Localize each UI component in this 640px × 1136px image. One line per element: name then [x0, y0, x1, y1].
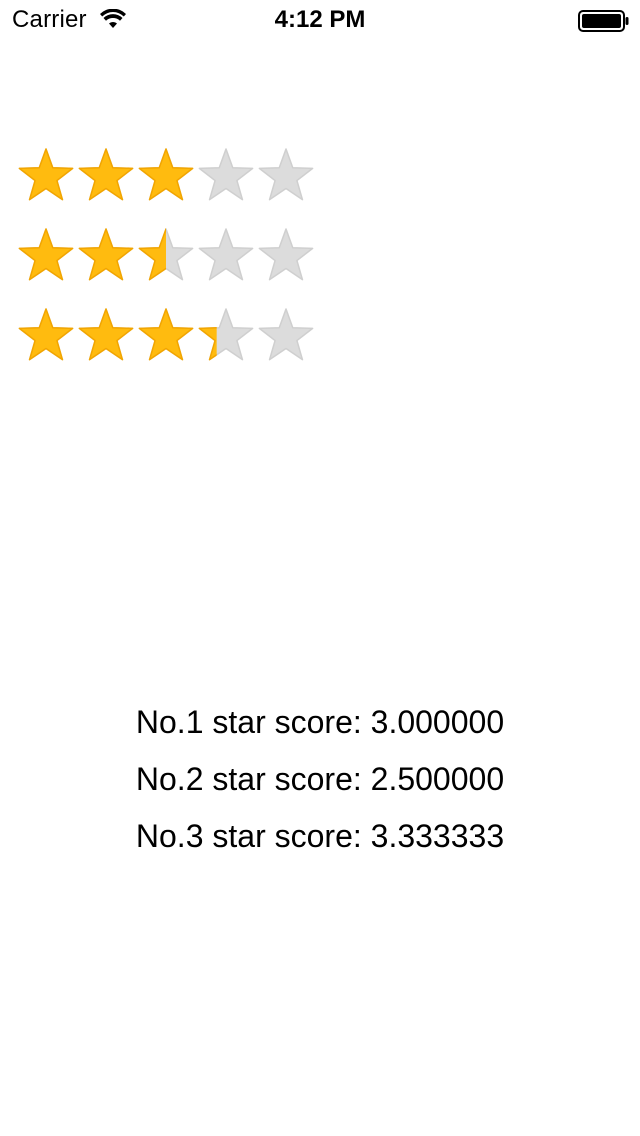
score-labels: No.1 star score: 3.000000 No.2 star scor… [0, 694, 640, 865]
star-icon [136, 226, 196, 284]
star-icon [196, 146, 256, 204]
star-icon [136, 146, 196, 204]
star-icon [256, 306, 316, 364]
star-icon [16, 226, 76, 284]
star-icon [76, 306, 136, 364]
score-label-1: No.1 star score: 3.000000 [135, 704, 505, 740]
star-icon [136, 306, 196, 364]
score-label-3: No.3 star score: 3.333333 [135, 818, 505, 854]
star-ratings [16, 146, 336, 386]
star-icon [16, 146, 76, 204]
star-rating-row-2[interactable] [16, 226, 336, 284]
score-label-2: No.2 star score: 2.500000 [135, 761, 505, 797]
star-icon [196, 226, 256, 284]
star-icon [16, 306, 76, 364]
status-bar: Carrier 4:12 PM [0, 0, 640, 40]
star-icon [196, 306, 256, 364]
star-rating-row-3[interactable] [16, 306, 336, 364]
carrier-label: Carrier [12, 6, 87, 33]
star-icon [256, 226, 316, 284]
star-rating-row-1[interactable] [16, 146, 336, 204]
star-icon [76, 226, 136, 284]
star-icon [76, 146, 136, 204]
wifi-icon [100, 8, 126, 29]
status-time: 4:12 PM [274, 6, 366, 33]
star-icon [256, 146, 316, 204]
battery-icon [578, 10, 630, 32]
